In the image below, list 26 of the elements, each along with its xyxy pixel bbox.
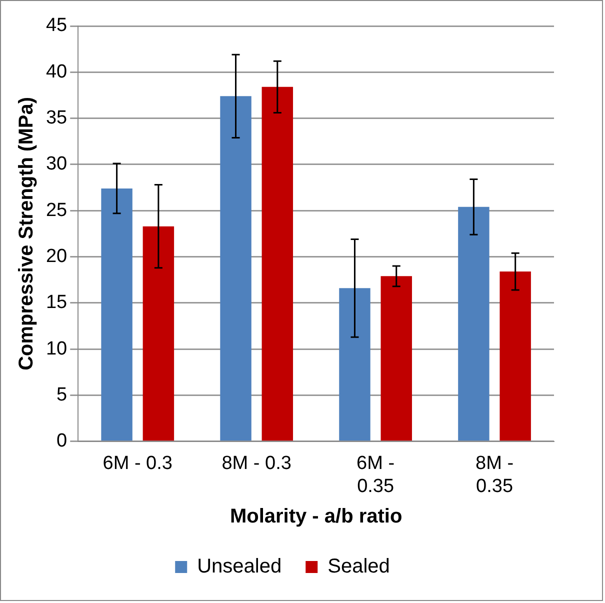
y-tick-label: 5 [56, 384, 68, 406]
bar [380, 276, 412, 441]
y-tick-label: 10 [46, 338, 68, 360]
y-tick-label: 35 [46, 108, 68, 129]
bar [339, 288, 370, 441]
y-tick-label: 20 [46, 246, 68, 268]
y-tick-label: 15 [46, 292, 68, 314]
y-tick-label: 0 [56, 430, 68, 452]
x-tick-label: 6M - 0.35 [356, 453, 395, 497]
bar [458, 206, 490, 441]
x-tick-label: 8M - 0.35 [476, 453, 514, 497]
legend-label: Unsealed [197, 556, 282, 578]
y-tick-label: 25 [46, 200, 68, 221]
y-tick-label: 40 [46, 61, 68, 82]
bar [500, 272, 531, 441]
y-tick-label: 45 [46, 15, 68, 36]
bar [220, 96, 252, 441]
y-tick-label: 30 [46, 154, 68, 175]
x-tick-label: 6M - 0.3 [102, 453, 172, 474]
x-axis-title: Molarity - a/b ratio [230, 506, 402, 528]
x-tick-label: 8M - 0.3 [222, 453, 292, 474]
legend-label: Sealed [328, 556, 390, 578]
y-axis-title: Compressive Strength (MPa) [16, 97, 38, 370]
bar [142, 226, 174, 441]
bar [262, 86, 294, 441]
bar [101, 188, 132, 441]
